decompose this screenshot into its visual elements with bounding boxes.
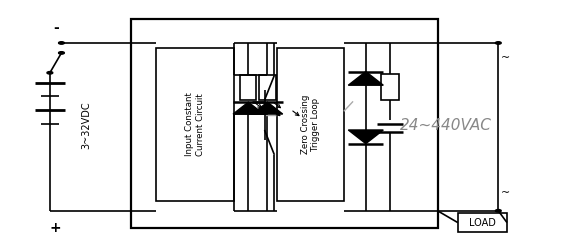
Circle shape (59, 52, 64, 54)
Bar (156, 48, 234, 201)
Circle shape (59, 42, 64, 44)
Polygon shape (233, 102, 264, 114)
Text: -: - (53, 21, 59, 35)
Bar (259, 75, 276, 100)
Text: Input Constant
Current Circuit: Input Constant Current Circuit (185, 92, 205, 156)
Text: 24~440VAC: 24~440VAC (400, 118, 492, 132)
Text: +: + (50, 221, 61, 235)
Bar (382, 74, 399, 100)
Bar (277, 48, 344, 201)
Circle shape (495, 210, 501, 212)
Circle shape (495, 42, 501, 44)
Text: ~: ~ (501, 53, 510, 63)
Bar (240, 75, 256, 100)
Text: 3~32VDC: 3~32VDC (81, 101, 91, 149)
Polygon shape (252, 102, 282, 114)
Bar (131, 19, 437, 228)
Text: ~: ~ (501, 188, 510, 198)
Text: Zero Crossing
Trigger Loop: Zero Crossing Trigger Loop (301, 95, 320, 154)
Polygon shape (349, 72, 383, 85)
Bar (458, 213, 507, 232)
Circle shape (47, 72, 53, 74)
Polygon shape (349, 130, 383, 144)
Text: LOAD: LOAD (469, 218, 496, 228)
